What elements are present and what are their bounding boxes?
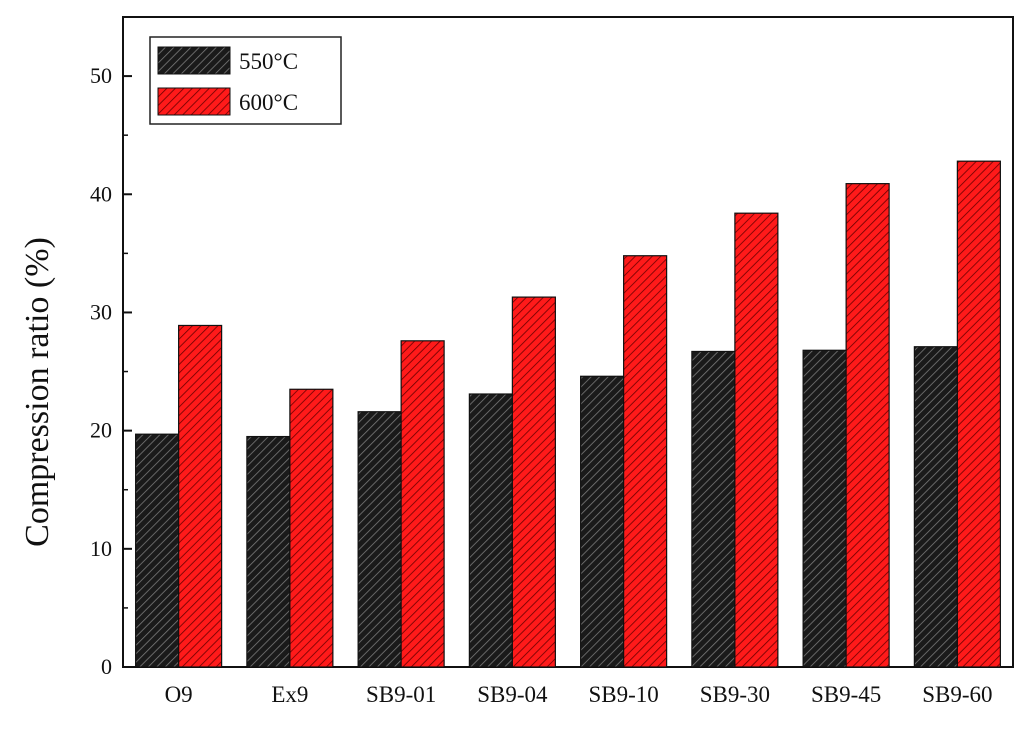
legend-swatch-600 (157, 87, 231, 116)
x-category-label: Ex9 (271, 682, 308, 707)
x-category-label: SB9-04 (477, 682, 548, 707)
bar-600-sb9-30 (734, 212, 779, 668)
y-axis-label: Compression ratio (%) (19, 237, 56, 547)
bar-550-sb9-04 (468, 393, 513, 668)
y-ticks: 0 10 20 30 40 50 (90, 63, 132, 679)
x-category-label: SB9-10 (588, 682, 658, 707)
x-category-label: SB9-60 (922, 682, 992, 707)
y-tick-label: 0 (101, 654, 112, 679)
y-tick-label: 30 (90, 299, 112, 324)
y-tick-label: 10 (90, 536, 112, 561)
bar-600-sb9-01 (400, 340, 445, 668)
legend: 550°C 600°C (149, 36, 342, 125)
bar-600-sb9-45 (845, 183, 890, 668)
plot-frame (122, 16, 1014, 668)
legend-swatch-550 (157, 46, 231, 75)
bar-550-ex9 (246, 435, 291, 668)
bar-550-sb9-01 (357, 411, 402, 668)
bar-600-sb9-04 (511, 296, 556, 668)
bar-600-sb9-60 (956, 160, 1001, 668)
x-category-label: SB9-45 (811, 682, 881, 707)
x-category-label: SB9-30 (700, 682, 770, 707)
axes (122, 16, 1014, 668)
y-tick-label: 20 (90, 418, 112, 443)
x-category-label: SB9-01 (366, 682, 436, 707)
x-category-labels: O9 Ex9 SB9-01 SB9-04 SB9-10 SB9-30 SB9-45 SB9-6… (165, 682, 993, 707)
bar-550-sb9-60 (913, 346, 958, 668)
legend-label-600: 600°C (239, 90, 298, 115)
y-tick-label: 50 (90, 63, 112, 88)
bar-550-sb9-30 (691, 350, 736, 668)
bar-600-o9 (178, 324, 223, 668)
bar-550-o9 (135, 433, 180, 668)
bars (135, 160, 1001, 668)
bar-600-ex9 (289, 388, 334, 668)
y-tick-label: 40 (90, 181, 112, 206)
bar-550-sb9-45 (802, 349, 847, 668)
legend-label-550: 550°C (239, 49, 298, 74)
bar-600-sb9-10 (623, 255, 668, 668)
bar-550-sb9-10 (580, 375, 625, 668)
x-category-label: O9 (165, 682, 193, 707)
